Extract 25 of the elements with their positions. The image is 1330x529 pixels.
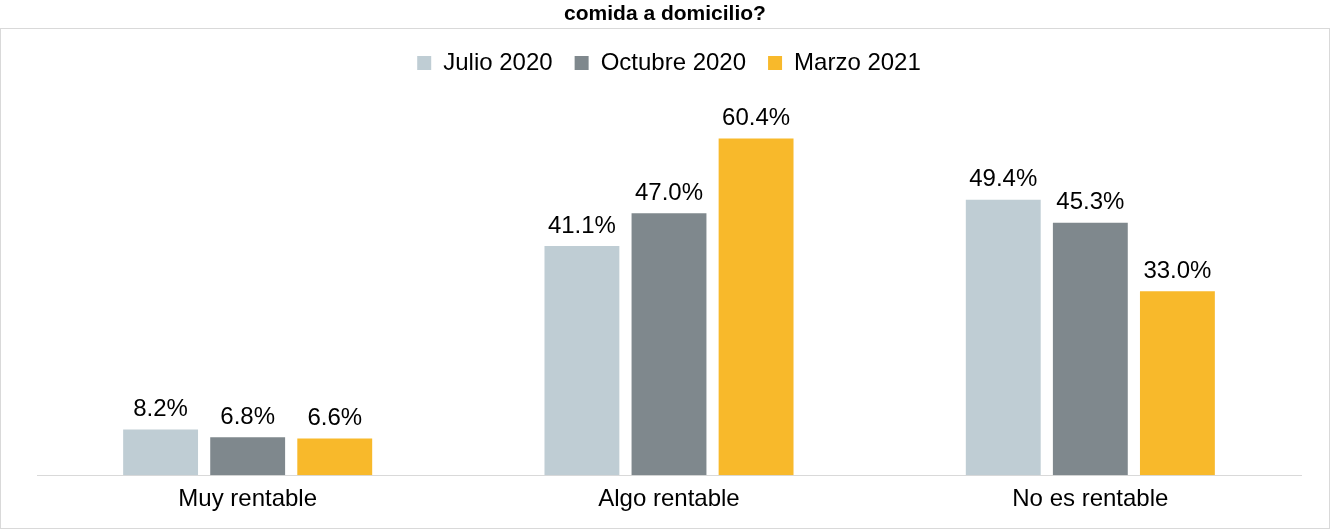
data-label: 60.4%: [722, 103, 791, 131]
data-label: 8.2%: [133, 394, 188, 422]
bar: [718, 138, 794, 476]
bar: [631, 213, 707, 476]
data-label: 41.1%: [547, 210, 616, 238]
data-label: 33.0%: [1143, 255, 1212, 283]
bar: [297, 438, 373, 476]
bar: [544, 246, 620, 476]
data-label: 6.6%: [307, 403, 363, 431]
data-label: 49.4%: [969, 164, 1038, 192]
bar: [210, 437, 286, 476]
bar: [123, 429, 199, 476]
x-tick-label: Algo rentable: [598, 484, 740, 512]
x-tick-label: Muy rentable: [178, 484, 318, 512]
chart-title: comida a domicilio?: [563, 0, 767, 26]
bar: [1139, 291, 1215, 476]
legend-label: Julio 2020: [443, 47, 553, 75]
data-label: 45.3%: [1056, 187, 1125, 215]
legend-label: Octubre 2020: [600, 47, 747, 75]
data-label: 6.8%: [220, 401, 276, 429]
bar: [1052, 222, 1128, 476]
legend-label: Marzo 2021: [794, 47, 921, 75]
x-tick-label: No es rentable: [1012, 484, 1169, 512]
bar: [965, 199, 1041, 476]
data-label: 47.0%: [634, 177, 704, 205]
